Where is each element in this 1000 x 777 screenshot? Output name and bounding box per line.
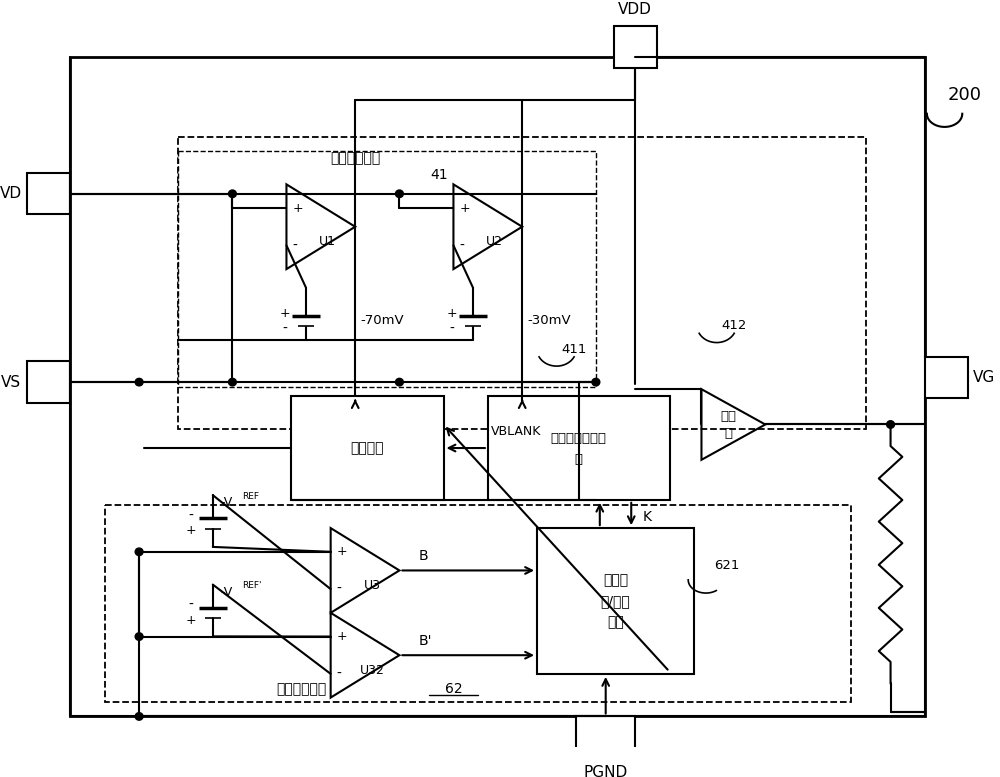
Text: 驱动: 驱动 bbox=[720, 410, 736, 423]
Text: VD: VD bbox=[0, 186, 22, 201]
Text: 412: 412 bbox=[722, 319, 747, 332]
Circle shape bbox=[395, 378, 403, 386]
Text: +: + bbox=[186, 524, 196, 538]
Bar bbox=[291, 396, 444, 500]
Bar bbox=[178, 138, 866, 429]
Circle shape bbox=[228, 378, 236, 386]
Text: -: - bbox=[189, 598, 194, 612]
Text: -: - bbox=[337, 582, 341, 596]
Circle shape bbox=[887, 420, 894, 428]
Text: 411: 411 bbox=[561, 343, 587, 356]
Text: 同步开: 同步开 bbox=[603, 573, 628, 587]
Circle shape bbox=[592, 378, 600, 386]
Circle shape bbox=[135, 713, 143, 720]
Text: 延时电路: 延时电路 bbox=[351, 441, 384, 455]
Text: 电路: 电路 bbox=[607, 615, 624, 629]
Bar bbox=[488, 396, 670, 500]
Text: B': B' bbox=[419, 634, 433, 648]
Text: 62: 62 bbox=[445, 682, 462, 696]
Text: 路: 路 bbox=[575, 453, 583, 466]
Text: K: K bbox=[643, 510, 652, 524]
Text: B: B bbox=[419, 549, 429, 563]
Text: REF': REF' bbox=[242, 581, 262, 590]
Text: 41: 41 bbox=[430, 168, 448, 182]
Text: 启/停止: 启/停止 bbox=[601, 594, 630, 608]
Bar bbox=[105, 504, 851, 702]
Text: 器: 器 bbox=[724, 427, 732, 441]
Text: U32: U32 bbox=[359, 664, 384, 677]
Text: U1: U1 bbox=[319, 235, 336, 249]
Text: PGND: PGND bbox=[584, 765, 628, 777]
Text: +: + bbox=[186, 614, 196, 627]
Bar bbox=[27, 173, 70, 214]
Text: VG: VG bbox=[973, 370, 995, 385]
Circle shape bbox=[228, 190, 236, 197]
Text: VDD: VDD bbox=[618, 2, 652, 17]
Text: -: - bbox=[337, 667, 341, 681]
Text: 轻载调制电路: 轻载调制电路 bbox=[276, 682, 326, 696]
Bar bbox=[27, 361, 70, 402]
Text: 门极驱动逻辑电: 门极驱动逻辑电 bbox=[551, 432, 607, 445]
Text: 门极驱动电路: 门极驱动电路 bbox=[330, 151, 380, 165]
Text: -: - bbox=[459, 239, 464, 253]
Text: -30mV: -30mV bbox=[527, 315, 571, 327]
Text: +: + bbox=[446, 307, 457, 320]
Text: -: - bbox=[282, 322, 287, 336]
Text: -: - bbox=[189, 509, 194, 523]
Text: +: + bbox=[337, 630, 347, 643]
Text: -V: -V bbox=[221, 497, 233, 509]
Text: -: - bbox=[292, 239, 297, 253]
Bar bbox=[178, 152, 596, 387]
Circle shape bbox=[135, 632, 143, 640]
Text: +: + bbox=[459, 201, 470, 214]
Text: +: + bbox=[279, 307, 290, 320]
Text: REF: REF bbox=[242, 492, 259, 500]
Text: U2: U2 bbox=[486, 235, 503, 249]
Bar bbox=[925, 357, 968, 398]
Bar bbox=[576, 716, 635, 758]
Text: VBLANK: VBLANK bbox=[491, 424, 541, 437]
Text: +: + bbox=[337, 545, 347, 559]
Bar bbox=[70, 57, 925, 716]
Bar bbox=[537, 528, 694, 674]
Text: 200: 200 bbox=[947, 86, 981, 104]
Circle shape bbox=[135, 378, 143, 386]
Circle shape bbox=[395, 190, 403, 197]
Text: 621: 621 bbox=[714, 559, 739, 572]
Text: U3: U3 bbox=[363, 579, 380, 592]
Bar bbox=[614, 26, 657, 68]
Text: -70mV: -70mV bbox=[360, 315, 404, 327]
Circle shape bbox=[135, 548, 143, 556]
Text: VS: VS bbox=[1, 375, 21, 389]
Text: +: + bbox=[292, 201, 303, 214]
Text: -: - bbox=[449, 322, 454, 336]
Text: -V: -V bbox=[221, 586, 233, 598]
